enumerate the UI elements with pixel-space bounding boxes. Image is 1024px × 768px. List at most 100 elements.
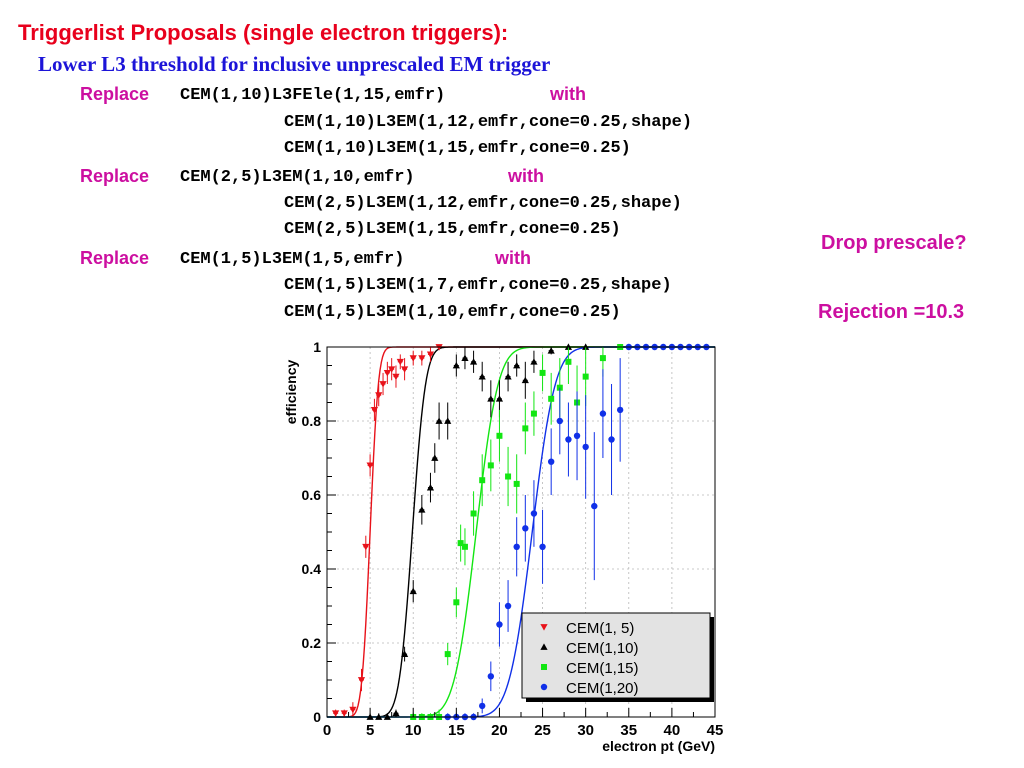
data-point bbox=[608, 384, 615, 495]
data-point-marker bbox=[599, 410, 607, 417]
y-axis-label: efficiency bbox=[283, 359, 299, 424]
x-tick-label: 10 bbox=[405, 722, 422, 739]
y-tick-label: 0.8 bbox=[302, 413, 322, 429]
data-point-marker bbox=[505, 473, 512, 480]
x-tick-label: 15 bbox=[448, 722, 465, 739]
data-point-marker bbox=[392, 709, 400, 717]
replace-from-code: CEM(1,10)L3FEle(1,15,emfr) bbox=[180, 86, 446, 105]
data-point bbox=[366, 454, 374, 477]
data-point-marker bbox=[513, 543, 520, 550]
data-point-marker bbox=[530, 358, 538, 365]
data-point bbox=[383, 361, 391, 384]
data-point bbox=[530, 391, 537, 436]
replace-to-code: CEM(1,5)L3EM(1,10,emfr,cone=0.25) bbox=[284, 303, 621, 322]
data-point-marker bbox=[599, 355, 606, 362]
data-point-marker bbox=[504, 373, 512, 380]
data-point-marker bbox=[418, 355, 426, 362]
data-point-marker bbox=[379, 381, 387, 388]
data-point bbox=[401, 358, 409, 381]
data-point bbox=[530, 480, 538, 547]
data-point bbox=[426, 472, 435, 503]
axis-ticks: 0 5 10 15 20 25 30 35 40 45 0 0.2 0.4 0.6 0.8 1 bbox=[302, 339, 724, 739]
data-point-marker bbox=[435, 417, 443, 424]
data-point bbox=[370, 398, 379, 421]
data-point bbox=[392, 709, 400, 717]
data-point-marker bbox=[547, 458, 555, 465]
data-point-marker bbox=[565, 436, 572, 443]
y-tick-label: 0.2 bbox=[302, 635, 322, 651]
data-point bbox=[418, 350, 426, 366]
data-point bbox=[461, 528, 468, 566]
replace-from-code: CEM(2,5)L3EM(1,10,emfr) bbox=[180, 168, 415, 187]
data-point-marker bbox=[461, 354, 469, 361]
legend-entry-label: CEM(1,10) bbox=[566, 640, 639, 657]
x-tick-label: 25 bbox=[534, 722, 551, 739]
data-point-marker bbox=[591, 502, 598, 510]
chart-legend: CEM(1, 5) CEM(1,10) CEM(1,15) CEM(1,20) bbox=[521, 612, 714, 702]
data-point-marker bbox=[582, 373, 589, 380]
data-point bbox=[547, 347, 555, 355]
data-point-marker bbox=[573, 432, 581, 439]
data-point-marker bbox=[444, 417, 452, 424]
data-point bbox=[513, 517, 520, 577]
data-point-marker bbox=[340, 710, 348, 717]
data-point bbox=[504, 361, 512, 392]
legend-entry-label: CEM(1, 5) bbox=[566, 620, 634, 637]
data-point bbox=[599, 369, 607, 458]
y-tick-label: 0.4 bbox=[302, 561, 322, 577]
data-point-marker bbox=[349, 706, 357, 714]
legend-box bbox=[521, 612, 711, 699]
replace-keyword: Replace bbox=[80, 84, 150, 104]
x-tick-label: 40 bbox=[664, 722, 681, 739]
data-point bbox=[513, 354, 521, 377]
data-point-marker bbox=[383, 370, 391, 377]
data-point bbox=[418, 495, 426, 525]
data-point bbox=[409, 350, 417, 366]
drop-prescale-note: Drop prescale? bbox=[821, 232, 967, 254]
data-point bbox=[444, 402, 452, 440]
data-point-marker bbox=[357, 677, 366, 684]
data-point bbox=[556, 387, 563, 455]
data-point bbox=[496, 409, 503, 462]
legend-entry-label: CEM(1,15) bbox=[566, 660, 639, 677]
data-point-marker bbox=[495, 395, 504, 402]
data-point bbox=[487, 380, 495, 418]
x-tick-label: 30 bbox=[577, 722, 594, 739]
replace-keyword: Replace bbox=[80, 166, 150, 186]
data-point-marker bbox=[539, 543, 546, 550]
data-point bbox=[409, 580, 417, 603]
data-point-marker bbox=[496, 621, 503, 628]
data-point bbox=[349, 702, 357, 717]
replace-keyword: Replace bbox=[80, 248, 150, 268]
data-point-marker bbox=[565, 358, 572, 365]
data-point-marker bbox=[370, 407, 379, 414]
data-point-marker bbox=[487, 462, 494, 469]
data-point-marker bbox=[530, 410, 537, 417]
data-point-marker bbox=[487, 673, 495, 680]
y-tick-label: 0 bbox=[313, 709, 321, 725]
data-point-marker bbox=[547, 347, 555, 354]
data-point bbox=[505, 446, 512, 507]
data-point bbox=[431, 443, 439, 473]
data-point-marker bbox=[409, 355, 417, 362]
rejection-note: Rejection =10.3 bbox=[818, 301, 965, 323]
data-point-marker bbox=[461, 543, 468, 550]
data-point-marker bbox=[418, 506, 426, 513]
replace-to-code: CEM(1,5)L3EM(1,7,emfr,cone=0.25,shape) bbox=[284, 276, 672, 295]
data-point bbox=[582, 395, 589, 499]
efficiency-chart: 0 5 10 15 20 25 30 35 40 45 0 0.2 0.4 0.6 0.8 1 efficie… bbox=[283, 339, 724, 754]
x-tick-label: 45 bbox=[707, 722, 724, 739]
data-point bbox=[436, 709, 443, 720]
data-point bbox=[530, 350, 538, 373]
data-point bbox=[444, 643, 451, 666]
data-point-marker bbox=[539, 369, 546, 376]
data-point-marker bbox=[513, 480, 520, 487]
with-keyword: with bbox=[508, 166, 544, 186]
data-point-marker bbox=[487, 395, 495, 402]
data-point-marker bbox=[453, 599, 460, 606]
data-point bbox=[522, 402, 529, 455]
data-point bbox=[487, 439, 494, 492]
data-point-marker bbox=[548, 395, 555, 402]
x-axis-label: electron pt (GeV) bbox=[602, 738, 715, 754]
x-tick-label: 5 bbox=[366, 722, 374, 739]
